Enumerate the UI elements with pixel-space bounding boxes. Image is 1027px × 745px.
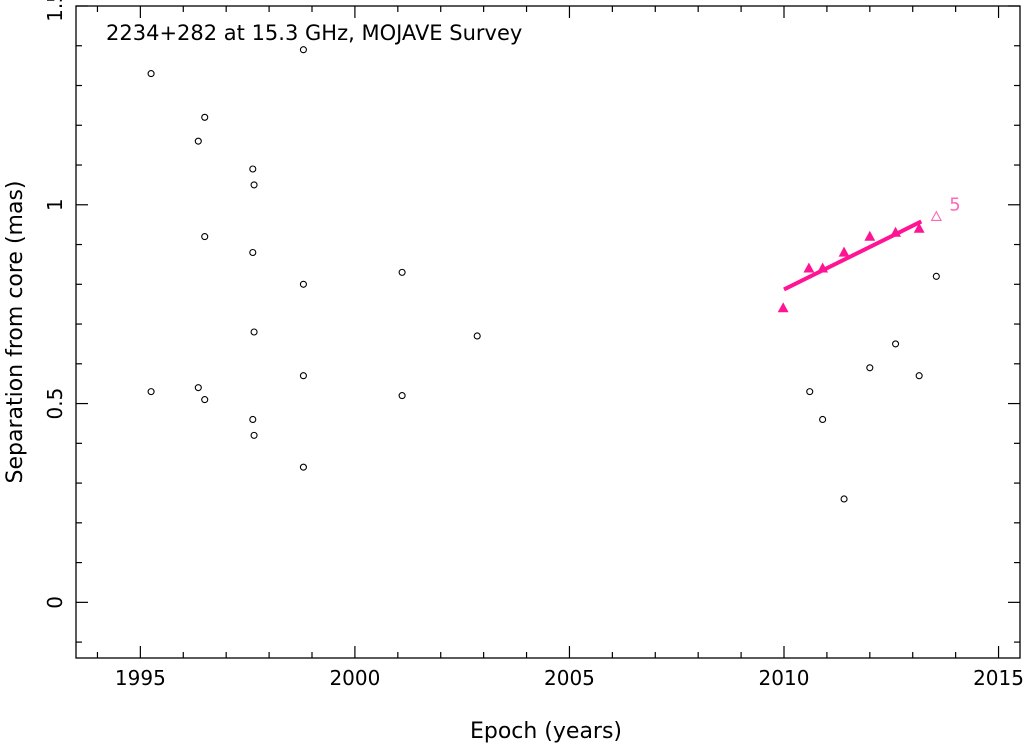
data-point-circle (398, 268, 406, 276)
y-axis-title: Separation from core (mas) (3, 181, 28, 484)
data-point-circle (249, 165, 257, 173)
data-point-circle (299, 46, 307, 54)
data-point-circle (892, 340, 900, 348)
data-point-circle (299, 463, 307, 471)
data-point-circle (915, 372, 923, 380)
data-point-circle (201, 113, 209, 121)
data-point-circle (250, 181, 258, 189)
data-point-triangle (838, 246, 850, 257)
data-point-triangle (864, 230, 876, 241)
data-point-triangle (817, 262, 829, 273)
y-tick-label: 0 (43, 596, 67, 609)
data-point-triangle (913, 222, 925, 233)
data-point-circle (250, 328, 258, 336)
x-tick-label: 2005 (544, 666, 595, 690)
x-axis-title: Epoch (years) (470, 719, 622, 744)
data-point-circle (299, 280, 307, 288)
data-point-circle (866, 364, 874, 372)
x-tick-label: 2010 (759, 666, 810, 690)
data-point-circle (473, 332, 481, 340)
chart-title: 2234+282 at 15.3 GHz, MOJAVE Survey (106, 21, 522, 45)
x-tick-label: 1995 (115, 666, 166, 690)
y-tick-label: 1.5 (43, 0, 67, 22)
x-tick-label: 2000 (329, 666, 380, 690)
data-point-circle (147, 70, 155, 78)
axis-ticks (76, 5, 1020, 658)
data-point-circle (201, 396, 209, 404)
data-point-circle (806, 388, 814, 396)
data-point-circle (201, 233, 209, 241)
data-point-triangle (890, 226, 901, 237)
data-point-circle (299, 372, 307, 380)
data-point-circle (250, 431, 258, 439)
data-point-circle (249, 248, 257, 257)
data-point-circle (840, 495, 848, 503)
x-tick-label: 2015 (973, 666, 1024, 690)
data-point-circle (398, 392, 406, 400)
component-label: 5 (949, 195, 960, 216)
data-point-circle (932, 272, 940, 280)
data-point-circle (147, 388, 155, 396)
data-point-triangle (777, 302, 789, 313)
data-point-circle (194, 137, 202, 145)
plot-frame (75, 5, 1021, 659)
axis-tick-labels: 1995 2000 2005 2010 2015 0 0.5 1 1.5 (43, 0, 1024, 690)
y-tick-label: 0.5 (43, 388, 67, 420)
data-point-triangle (803, 262, 815, 273)
data-point-open-triangle (930, 210, 943, 222)
data-marks: 5 (147, 46, 961, 503)
data-point-circle (819, 415, 827, 424)
data-point-circle (194, 384, 202, 392)
y-tick-label: 1 (43, 198, 67, 211)
data-point-circle (249, 415, 257, 424)
